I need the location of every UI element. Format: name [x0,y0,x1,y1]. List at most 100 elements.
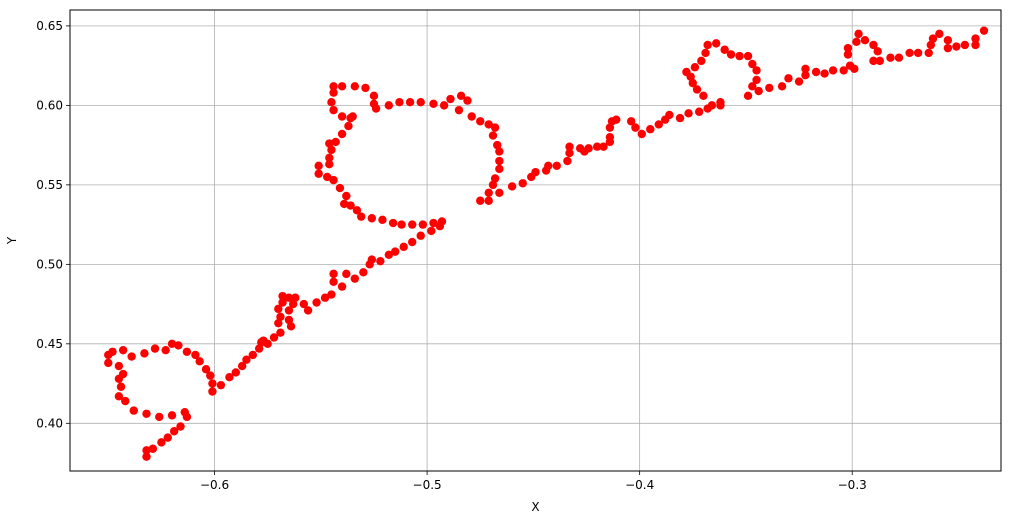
data-point [584,144,593,153]
data-point [352,206,362,215]
data-point [488,180,498,190]
data-point [490,174,500,183]
data-point [195,357,204,366]
data-point [952,42,961,51]
data-point [127,352,136,361]
data-point [794,77,804,86]
data-point [488,131,498,140]
data-point [743,91,753,101]
data-point [284,293,294,302]
data-point [694,107,704,116]
data-point [565,148,574,158]
data-point [416,231,425,240]
data-point [286,322,296,331]
data-point [484,120,493,129]
data-point [935,29,944,39]
data-point [327,98,336,107]
y-tick-label: 0.45 [36,337,63,351]
data-point [182,347,192,356]
data-point [303,306,313,315]
x-tick-label: −0.3 [838,478,867,492]
data-point [299,299,309,309]
data-point [405,98,415,107]
data-point [314,169,323,178]
y-axis-label: Y [5,236,19,245]
data-point [690,63,700,72]
data-point [439,101,449,110]
data-point [288,299,298,309]
data-point [631,123,640,132]
data-point [114,392,124,401]
data-point [231,368,240,377]
data-point [388,218,398,228]
data-point [943,43,953,53]
data-point [811,67,821,77]
data-point [784,74,793,83]
data-point [743,51,753,61]
data-point [312,298,321,307]
data-point [852,37,861,46]
data-point [752,75,761,85]
data-point [654,120,663,129]
y-tick-label: 0.50 [36,257,63,271]
data-point [121,396,130,406]
data-point [371,104,381,113]
data-point [605,132,615,142]
data-point [327,145,336,155]
data-point [291,293,300,302]
data-point [437,217,447,226]
data-point [971,40,980,50]
data-point [873,47,882,56]
data-point [979,26,989,35]
data-point [418,220,428,229]
data-point [599,142,608,151]
data-point [924,48,933,58]
data-point [322,172,332,182]
data-point [104,358,113,368]
x-axis-ticks: −0.6 −0.5 −0.4 −0.3 [200,471,867,492]
data-point [637,129,646,139]
data-points [104,26,989,461]
data-point [339,199,349,209]
data-point [490,123,500,132]
data-point [913,48,923,58]
data-point [399,242,408,252]
data-point [429,218,438,228]
data-point [201,365,211,374]
data-point [720,45,729,54]
data-point [699,91,708,101]
data-point [495,188,504,198]
data-point [735,51,744,61]
x-tick-label: −0.4 [625,478,654,492]
data-point [274,318,283,328]
data-point [843,43,853,53]
data-point [116,382,126,391]
y-tick-label: 0.65 [36,19,63,33]
data-point [765,83,774,93]
data-point [161,345,170,355]
data-point [716,98,725,107]
data-point [342,269,351,279]
y-tick-label: 0.55 [36,178,63,192]
data-point [142,452,151,461]
data-point [928,34,938,43]
data-point [675,113,685,123]
data-point [926,40,936,50]
data-point [839,66,848,75]
data-point [276,312,285,322]
data-point [752,66,761,75]
data-point [206,371,215,380]
data-point [854,29,863,39]
data-point [384,250,394,260]
data-point [476,117,485,126]
data-point [129,406,138,415]
data-point [331,137,340,147]
data-point [348,112,357,121]
data-point [325,159,334,169]
data-point [754,86,763,96]
data-point [361,83,370,93]
data-point [344,121,353,131]
data-point [943,36,953,45]
data-point [337,129,347,139]
data-point [142,446,151,455]
